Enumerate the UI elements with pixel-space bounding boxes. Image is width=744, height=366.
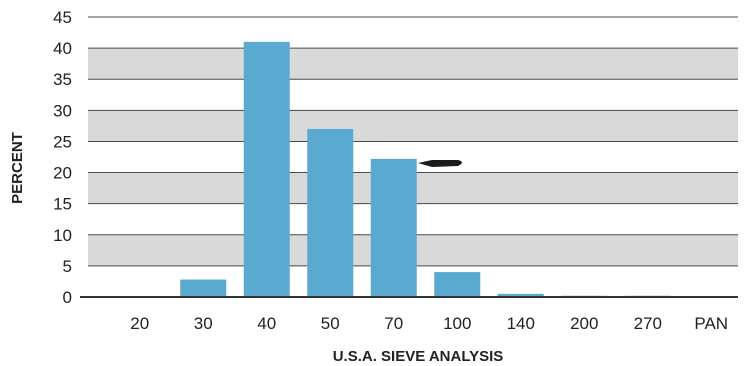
y-tick-label: 25 bbox=[53, 132, 72, 151]
y-tick-label: 20 bbox=[53, 164, 72, 183]
y-tick-label: 40 bbox=[53, 39, 72, 58]
grid-band bbox=[88, 48, 738, 80]
y-tick-label: 45 bbox=[53, 8, 72, 27]
y-tick-label: 0 bbox=[63, 288, 72, 307]
x-tick-label: 40 bbox=[257, 314, 276, 333]
x-tick-label: 30 bbox=[194, 314, 213, 333]
x-tick-label: 270 bbox=[634, 314, 662, 333]
y-tick-label: 30 bbox=[53, 101, 72, 120]
x-tick-labels: 20 30 40 50 70 100 140 200 270 PAN bbox=[130, 314, 728, 333]
x-tick-label: PAN bbox=[694, 314, 728, 333]
x-tick-label: 100 bbox=[443, 314, 471, 333]
bar-100 bbox=[434, 272, 481, 297]
x-tick-label: 200 bbox=[570, 314, 598, 333]
x-tick-label: 70 bbox=[384, 314, 403, 333]
y-axis-title: PERCENT bbox=[9, 132, 26, 204]
bar-40 bbox=[243, 41, 290, 298]
x-tick-label: 140 bbox=[507, 314, 535, 333]
bar-30 bbox=[180, 279, 227, 297]
bar-140 bbox=[497, 293, 544, 297]
bars bbox=[180, 41, 671, 298]
bar-70 bbox=[370, 158, 417, 297]
y-tick-label: 35 bbox=[53, 70, 72, 89]
y-tick-label: 15 bbox=[53, 195, 72, 214]
y-tick-label: 10 bbox=[53, 226, 72, 245]
grid-band bbox=[88, 110, 738, 142]
pointer-marker-icon bbox=[418, 160, 462, 167]
y-tick-label: 5 bbox=[63, 257, 72, 276]
x-tick-label: 50 bbox=[321, 314, 340, 333]
y-tick-labels: 0 5 10 15 20 25 30 35 40 45 bbox=[53, 8, 72, 307]
bar-50 bbox=[307, 129, 354, 297]
x-tick-label: 20 bbox=[130, 314, 149, 333]
x-axis-title: U.S.A. SIEVE ANALYSIS bbox=[333, 348, 504, 365]
